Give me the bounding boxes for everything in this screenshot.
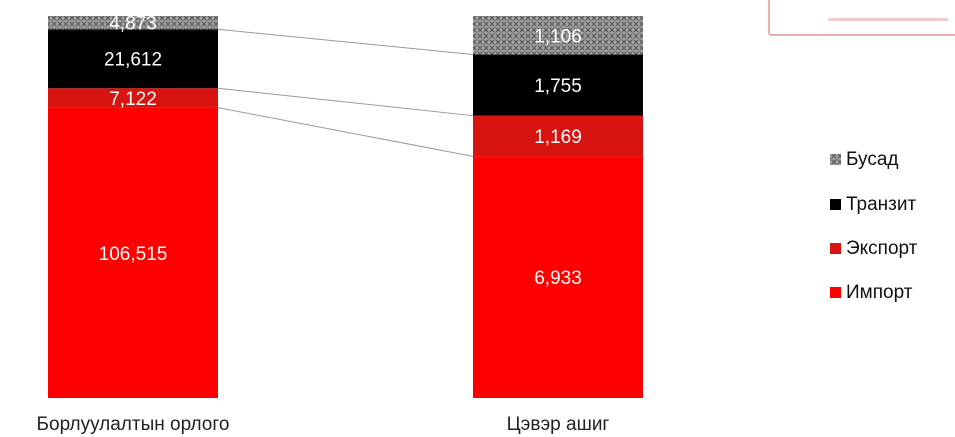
data-labels: 106,515 7,122 21,612 4,873 6,933 1,169 1,755 1,… bbox=[99, 14, 582, 290]
legend-swatch-бусад bbox=[830, 154, 841, 165]
bar-segment-импорт-1 bbox=[48, 107, 218, 398]
legend-label-транзит: Транзит bbox=[846, 194, 916, 215]
data-label-импорт-2: 6,933 bbox=[534, 268, 582, 289]
data-label-импорт-1: 106,515 bbox=[99, 244, 168, 265]
bar-segment-транзит-2 bbox=[473, 54, 643, 116]
legend: Бусад Транзит Экспорт Импорт bbox=[830, 149, 918, 303]
legend-swatch-импорт bbox=[830, 287, 841, 298]
data-label-транзит-1: 21,612 bbox=[104, 50, 162, 71]
bar-segment-транзит-1 bbox=[48, 29, 218, 89]
legend-label-экспорт: Экспорт bbox=[846, 238, 918, 259]
category-label-1: Борлуулалтын орлого bbox=[37, 414, 230, 435]
connector-line-импорт bbox=[217, 107, 474, 157]
stamp-icon bbox=[768, 0, 955, 36]
legend-label-бусад: Бусад bbox=[846, 149, 899, 170]
data-label-экспорт-2: 1,169 bbox=[534, 127, 582, 148]
data-label-бусад-2: 1,106 bbox=[534, 26, 582, 47]
bar-segment-импорт-2 bbox=[473, 156, 643, 398]
category-label-2: Цэвэр ашиг bbox=[507, 414, 610, 435]
bar-segment-экспорт-2 bbox=[473, 115, 643, 157]
bar-segment-бусад-2 bbox=[473, 16, 643, 55]
connector-line-экспорт bbox=[217, 87, 474, 117]
legend-swatch-транзит bbox=[830, 199, 841, 210]
connector-lines bbox=[217, 28, 474, 157]
bar-segment-экспорт-1 bbox=[48, 88, 218, 108]
data-label-экспорт-1: 7,122 bbox=[109, 89, 157, 110]
legend-label-импорт: Импорт bbox=[846, 282, 913, 303]
connector-line-транзит bbox=[217, 28, 474, 56]
legend-swatch-экспорт bbox=[830, 243, 841, 254]
data-label-транзит-2: 1,755 bbox=[534, 76, 582, 97]
category-labels: Борлуулалтын орлого Цэвэр ашиг bbox=[37, 414, 610, 435]
bars-group bbox=[48, 16, 643, 398]
bar-segment-бусад-1 bbox=[48, 16, 218, 30]
data-label-бусад-1: 4,873 bbox=[109, 14, 157, 35]
